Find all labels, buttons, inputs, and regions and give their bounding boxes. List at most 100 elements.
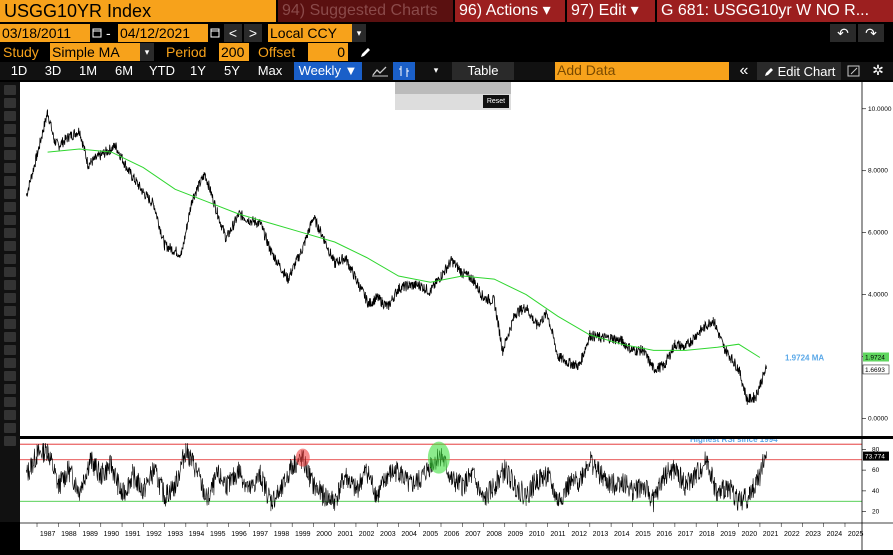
calendar-icon[interactable]: [209, 24, 221, 42]
calendar-icon[interactable]: [91, 24, 103, 42]
rsi-highlight-green: [427, 441, 450, 474]
x-tick-label: 2019: [720, 531, 736, 538]
rsi-highlight-red: [295, 448, 310, 467]
bar-chart-icon[interactable]: [393, 62, 415, 80]
study-select[interactable]: Simple MA: [50, 43, 140, 61]
x-tick-label: 1992: [146, 531, 162, 538]
x-tick-label: 2012: [571, 531, 587, 538]
edit-chart-button[interactable]: Edit Chart: [757, 62, 841, 80]
offset-input[interactable]: 0: [308, 43, 348, 61]
y-tick-label: 0.0000: [868, 416, 888, 423]
rsi-y-tick-label: 80: [872, 446, 880, 453]
moving-average-line: [47, 148, 761, 358]
x-tick-label: 2018: [699, 531, 715, 538]
currency-select[interactable]: Local CCY: [268, 24, 352, 42]
chevron-down-icon[interactable]: ▾: [140, 43, 154, 61]
ma-annotation: 1.9724 MA: [785, 353, 824, 362]
chevron-down-icon[interactable]: ▾: [433, 65, 439, 75]
rsi-plot: 20 40 60 80 Highest RSI since 1994 73.774: [20, 435, 889, 516]
period-input[interactable]: 200: [219, 43, 249, 61]
x-tick-label: 1993: [167, 531, 183, 538]
range-button-1m[interactable]: 1M: [78, 63, 98, 78]
rsi-annotation: Highest RSI since 1994: [690, 435, 778, 444]
reset-button[interactable]: Reset: [483, 95, 509, 108]
drawing-tools-sidebar[interactable]: [0, 82, 20, 522]
collapse-button[interactable]: «: [739, 62, 749, 79]
x-tick-label: 2007: [465, 531, 481, 538]
toolbar: Weekly ▼ ▾ Table Add Data « Edit Chart ✲: [0, 62, 893, 80]
table-button[interactable]: Table: [452, 62, 514, 80]
x-tick-label: 1987: [40, 531, 56, 538]
pencil-icon: [764, 68, 773, 76]
chevron-down-icon[interactable]: ▾: [352, 24, 366, 42]
last-price-tag: [862, 364, 890, 375]
y-tick-label: 4.0000: [868, 292, 888, 299]
study-row: Study Simple MA ▾ Period 200 Offset 0: [0, 43, 893, 61]
rsi-value-label: 73.774: [865, 454, 885, 461]
edit-chart-label: Edit Chart: [777, 63, 836, 79]
range-button-1y[interactable]: 1Y: [190, 63, 206, 78]
y-tick-label: 6.0000: [868, 230, 888, 237]
x-tick-label: 1998: [274, 531, 290, 538]
range-button-3d[interactable]: 3D: [44, 63, 62, 78]
x-tick-label: 2024: [827, 531, 843, 538]
x-tick-label: 1991: [125, 531, 141, 538]
x-tick-label: 2008: [486, 531, 502, 538]
main-plot: 0.00002.00004.00006.00008.000010.00001.9…: [26, 106, 892, 423]
edit-icon[interactable]: [845, 62, 863, 80]
x-tick-label: 2017: [678, 531, 694, 538]
line-chart-icon[interactable]: [369, 62, 391, 80]
prev-period-button[interactable]: <: [224, 24, 242, 42]
range-button-1d[interactable]: 1D: [10, 63, 28, 78]
x-tick-label: 2023: [805, 531, 821, 538]
x-tick-label: 1990: [104, 531, 120, 538]
x-tick-label: 2014: [614, 531, 630, 538]
x-tick-label: 2001: [338, 531, 354, 538]
x-tick-label: 2022: [784, 531, 800, 538]
start-date-field[interactable]: 03/18/2011: [0, 24, 90, 42]
x-tick-label: 2002: [359, 531, 375, 538]
y-tick-label: 10.0000: [868, 106, 892, 113]
pencil-icon[interactable]: [358, 43, 372, 61]
rsi-y-tick-label: 20: [872, 509, 880, 516]
next-period-button[interactable]: >: [244, 24, 262, 42]
x-tick-label: 1994: [189, 531, 205, 538]
range-button-ytd[interactable]: YTD: [149, 63, 175, 78]
suggested-charts-menu[interactable]: 94) Suggested Charts: [278, 0, 453, 22]
actions-menu[interactable]: 96) Actions ▾: [455, 0, 565, 22]
range-button-5y[interactable]: 5Y: [224, 63, 240, 78]
x-tick-label: 1995: [210, 531, 226, 538]
chart-title: G 681: USGG10yr W NO R...: [657, 0, 893, 22]
frequency-select[interactable]: Weekly ▼: [294, 62, 362, 80]
panel-separator: [20, 436, 893, 439]
date-row: 03/18/2011 - 04/12/2021 < > Local CCY ▾ …: [0, 24, 893, 42]
price-chart[interactable]: 0.00002.00004.00006.00008.000010.00001.9…: [20, 82, 893, 550]
study-label: Study: [0, 43, 48, 61]
x-tick-label: 2020: [742, 531, 758, 538]
x-tick-label: 1988: [61, 531, 77, 538]
x-tick-label: 1989: [82, 531, 98, 538]
period-label: Period: [166, 44, 207, 60]
x-tick-label: 2005: [423, 531, 439, 538]
x-tick-label: 1999: [295, 531, 311, 538]
rsi-y-tick-label: 60: [872, 467, 880, 474]
rsi-y-tick-label: 40: [872, 488, 880, 495]
end-date-field[interactable]: 04/12/2021: [118, 24, 208, 42]
chart-panel[interactable]: 0.00002.00004.00006.00008.000010.00001.9…: [20, 82, 893, 550]
undo-button[interactable]: ↶: [830, 24, 856, 42]
ticker-field[interactable]: USGG10YR Index: [0, 0, 276, 22]
popup-mode-strip: [395, 82, 511, 94]
edit-menu[interactable]: 97) Edit ▾: [567, 0, 655, 22]
x-tick-label: 2003: [380, 531, 396, 538]
range-button-max[interactable]: Max: [257, 63, 283, 78]
range-button-6m[interactable]: 6M: [114, 63, 134, 78]
x-tick-label: 2021: [763, 531, 779, 538]
redo-button[interactable]: ↷: [858, 24, 884, 42]
x-tick-label: 2011: [550, 531, 565, 538]
gear-icon[interactable]: ✲: [872, 62, 884, 78]
offset-label: Offset: [258, 44, 296, 60]
x-tick-label: 2006: [444, 531, 460, 538]
x-tick-label: 2016: [656, 531, 672, 538]
add-data-input[interactable]: Add Data: [555, 62, 729, 80]
x-tick-label: 2015: [635, 531, 651, 538]
